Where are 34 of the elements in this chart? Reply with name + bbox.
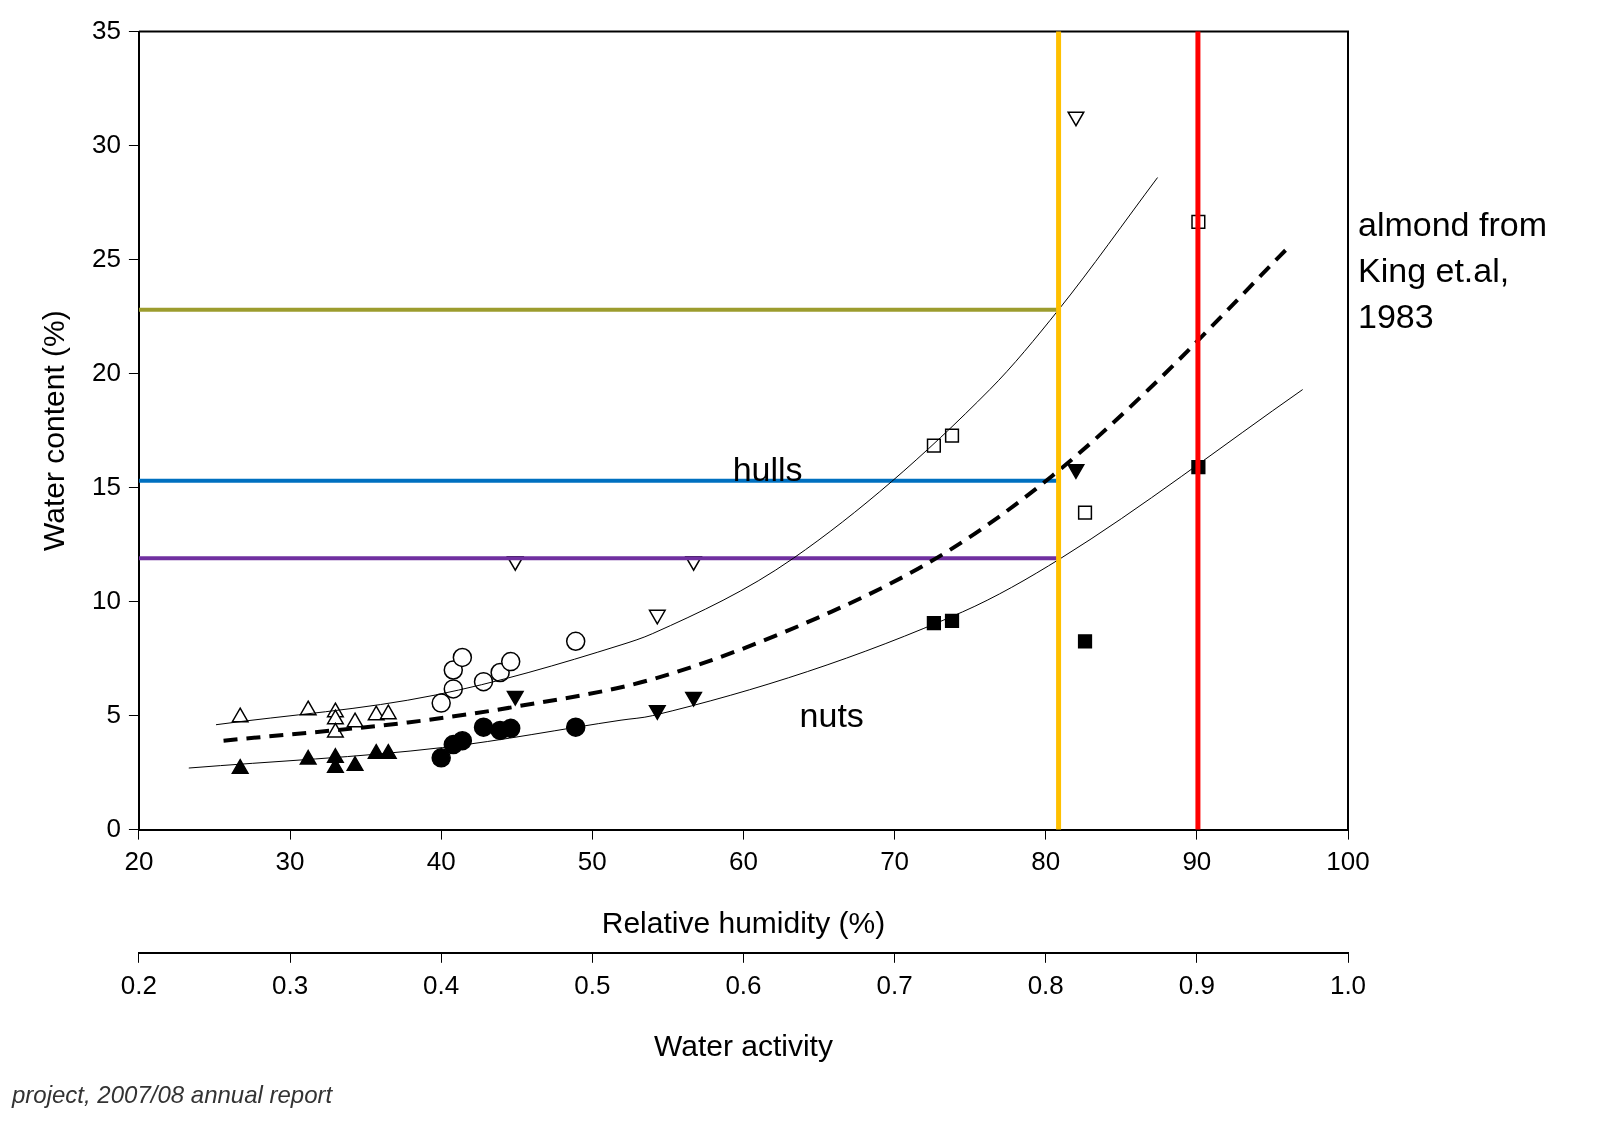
y-tick-label: 10 bbox=[92, 584, 121, 615]
x-tick-label: 70 bbox=[880, 846, 910, 877]
text: project, 2007/08 annual report bbox=[11, 1080, 334, 1108]
x-tick-label: 40 bbox=[426, 846, 456, 877]
annotation: hulls bbox=[732, 450, 803, 489]
x2-tick-label: 0.7 bbox=[876, 969, 913, 1000]
x-axis-title: Relative humidity (%) bbox=[601, 906, 886, 940]
x-tick-label: 90 bbox=[1182, 846, 1212, 877]
x-tick-label: 100 bbox=[1326, 846, 1370, 877]
x2-tick-label: 0.3 bbox=[271, 969, 309, 1000]
y-tick-label: 35 bbox=[92, 14, 121, 45]
x2-tick-label: 0.9 bbox=[1178, 969, 1215, 1000]
x-tick-label: 30 bbox=[275, 846, 305, 877]
y-tick-label: 25 bbox=[92, 242, 121, 273]
x-tick-label: 60 bbox=[729, 846, 758, 877]
x2-tick-label: 1.0 bbox=[1329, 969, 1367, 1000]
x-tick-label: 50 bbox=[577, 846, 607, 877]
annotation: nuts bbox=[799, 696, 864, 735]
line-series bbox=[215, 177, 1159, 726]
y-tick-label: 15 bbox=[92, 470, 121, 501]
y-tick-label: 0 bbox=[106, 812, 121, 843]
y-tick-label: 30 bbox=[92, 128, 121, 159]
y-axis-title: Water content (%) bbox=[37, 310, 71, 551]
text: almond from King et.al, 1983 bbox=[1358, 205, 1547, 336]
x2-tick-label: 0.2 bbox=[120, 969, 157, 1000]
x2-tick-label: 0.6 bbox=[725, 969, 762, 1000]
x-tick-label: 80 bbox=[1031, 846, 1061, 877]
x2-axis-title: Water activity bbox=[654, 1029, 833, 1063]
x2-tick-label: 0.4 bbox=[423, 969, 460, 1000]
y-tick-label: 5 bbox=[106, 698, 121, 729]
x2-tick-label: 0.8 bbox=[1027, 969, 1064, 1000]
x2-tick-label: 0.5 bbox=[574, 969, 611, 1000]
line-series bbox=[221, 246, 1290, 743]
y-tick-label: 20 bbox=[92, 356, 121, 387]
